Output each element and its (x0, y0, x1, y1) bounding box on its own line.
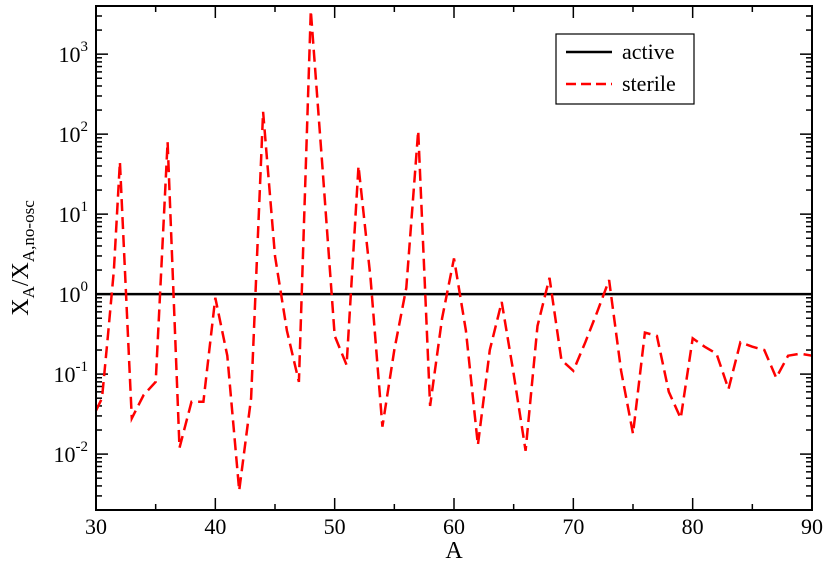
series-layer (94, 10, 813, 491)
legend-box (555, 33, 695, 105)
y-tick-label: 10-2 (54, 439, 89, 467)
x-tick-labels: 30 40 50 60 70 80 90 (85, 514, 823, 539)
y-tick-label: 103 (59, 39, 89, 67)
legend-label-sterile: sterile (622, 71, 676, 96)
plot-frame (95, 5, 813, 511)
x-axis-title: A (445, 538, 463, 564)
legend-label-active: active (622, 39, 675, 64)
x-tick-label: 50 (324, 514, 346, 539)
y-axis-title-slash: /X (8, 262, 34, 286)
legend: active sterile (555, 33, 695, 105)
x-tick-label: 40 (204, 514, 226, 539)
y-tick-label: 100 (59, 279, 89, 307)
series-line-sterile (94, 10, 813, 491)
y-axis-title: XA/XA,no-osc (8, 200, 38, 316)
y-tick-label: 10-1 (54, 359, 89, 387)
y-axis-title-sub1: A (19, 285, 38, 298)
y-axis-title-base: X (8, 298, 34, 315)
x-tick-label: 30 (85, 514, 107, 539)
x-tick-label: 80 (682, 514, 704, 539)
y-tick-label: 102 (59, 119, 89, 147)
x-tick-label: 60 (443, 514, 465, 539)
x-tick-label: 90 (801, 514, 823, 539)
y-tick-label: 101 (59, 199, 89, 227)
x-tick-label: 70 (562, 514, 584, 539)
tick-marks (95, 5, 813, 511)
y-tick-labels: 10-2 10-1 100 101 102 103 (54, 39, 89, 467)
y-axis-title-sub2: A,no-osc (19, 200, 38, 262)
